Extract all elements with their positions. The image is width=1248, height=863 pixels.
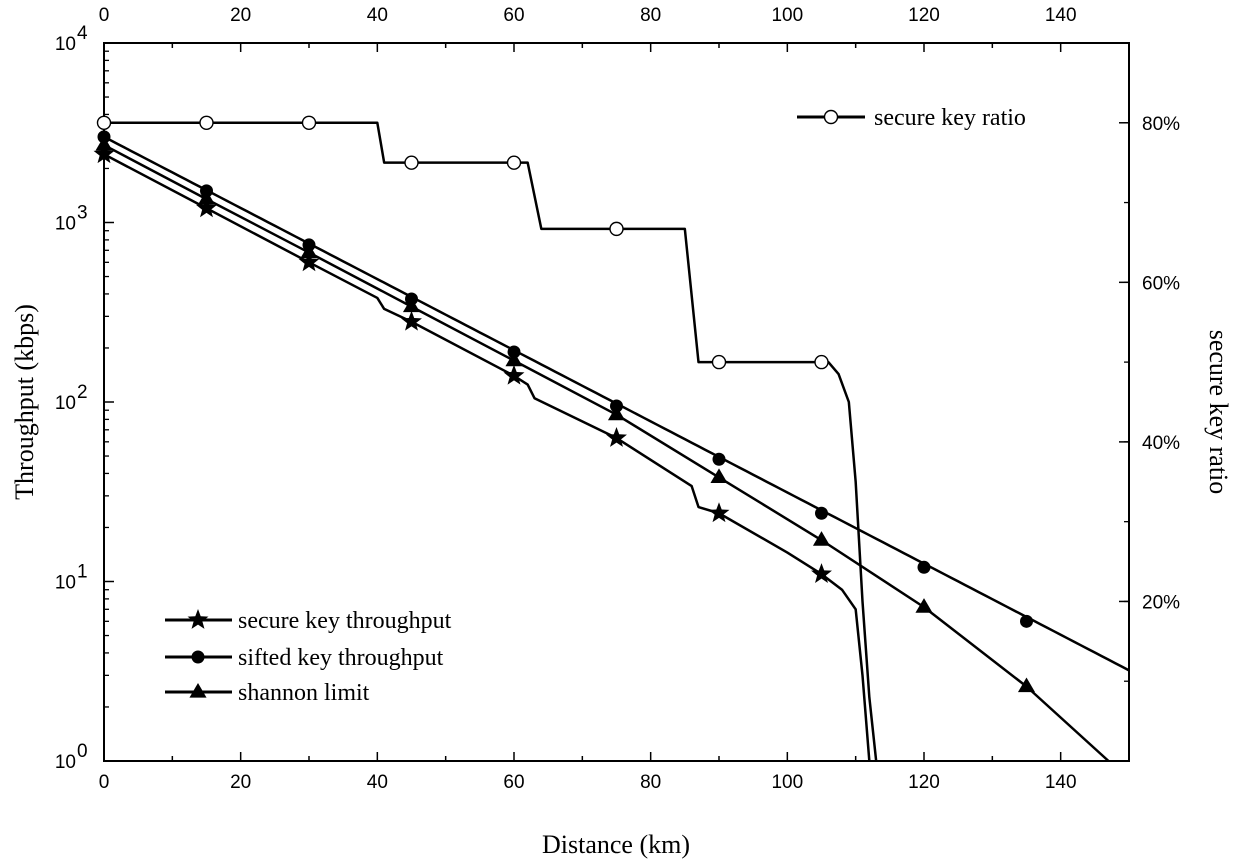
legend-marker-star bbox=[187, 609, 209, 629]
legend-label-sifted-key-throughput: sifted key throughput bbox=[238, 645, 444, 671]
y-tick-exponent: 1 bbox=[77, 562, 88, 583]
legend-open-circle-marker bbox=[823, 109, 839, 125]
series-shannon-limit bbox=[95, 136, 1110, 762]
x-tick-label: 80 bbox=[640, 772, 661, 793]
legend-marker-triangle bbox=[189, 683, 207, 698]
legend-triangle-marker bbox=[189, 683, 207, 698]
x-tick-label-top: 100 bbox=[771, 5, 803, 26]
y-tick-exponent: 3 bbox=[77, 203, 88, 224]
series-layer bbox=[93, 115, 1130, 762]
legend-star-marker bbox=[187, 609, 209, 629]
y-tick-label: 10 bbox=[55, 573, 76, 594]
legend-label-secure-key-ratio: secure key ratio bbox=[874, 105, 1026, 131]
data-point-secure-key-throughput bbox=[811, 563, 832, 583]
legend-upper-right: secure key ratio bbox=[797, 105, 1026, 131]
y-tick-label: 10 bbox=[55, 34, 76, 55]
data-point-secure-key-ratio bbox=[96, 115, 112, 130]
x-tick-label-top: 140 bbox=[1045, 5, 1077, 26]
data-point-secure-key-throughput bbox=[606, 427, 627, 447]
data-point-secure-key-throughput bbox=[298, 251, 320, 272]
y-tick-label: 10 bbox=[55, 752, 76, 773]
data-point-sifted-key-throughput bbox=[917, 560, 931, 574]
y-tick-exponent: 0 bbox=[77, 741, 88, 762]
legend-marker-circle bbox=[191, 650, 205, 664]
data-point-sifted-key-throughput bbox=[815, 506, 828, 520]
x-tick-label: 40 bbox=[367, 772, 388, 793]
y2-tick-label: 80% bbox=[1142, 114, 1180, 135]
data-point-secure-key-ratio bbox=[609, 221, 624, 237]
y2-tick-label: 60% bbox=[1142, 273, 1180, 294]
series-line-secure-key-ratio bbox=[104, 121, 878, 762]
x-tick-label-top: 20 bbox=[230, 5, 251, 26]
data-point-shannon-limit bbox=[915, 598, 933, 613]
x-tick-label-top: 60 bbox=[503, 5, 524, 26]
data-point-secure-key-ratio bbox=[404, 155, 419, 170]
data-point-shannon-limit bbox=[812, 531, 831, 546]
series-sifted-key-throughput bbox=[97, 130, 1130, 672]
data-point-sifted-key-throughput bbox=[1020, 614, 1033, 628]
data-point-shannon-limit bbox=[505, 351, 523, 367]
data-point-shannon-limit bbox=[607, 405, 626, 421]
data-point-shannon-limit bbox=[1017, 677, 1036, 693]
y-tick-exponent: 2 bbox=[77, 382, 88, 403]
x-tick-label: 120 bbox=[908, 772, 940, 793]
y-axis-title: Throughput (kbps) bbox=[10, 304, 39, 500]
y2-tick-label: 20% bbox=[1142, 592, 1180, 613]
legend-marker-open-circle bbox=[823, 109, 839, 125]
data-point-secure-key-ratio bbox=[814, 354, 829, 370]
x-tick-label: 140 bbox=[1045, 772, 1077, 793]
data-point-shannon-limit bbox=[300, 243, 318, 259]
series-line-secure-key-throughput bbox=[103, 153, 871, 762]
series-secure-key-ratio bbox=[96, 115, 878, 762]
y2-axis-title: secure key ratio bbox=[1204, 330, 1233, 495]
x-tick-label-top: 80 bbox=[640, 5, 661, 26]
x-tick-label-top: 0 bbox=[99, 5, 110, 26]
data-point-secure-key-ratio bbox=[301, 115, 317, 130]
data-point-secure-key-ratio bbox=[506, 155, 522, 170]
top-x-axis: 0 20 40 60 80 100 120 140 bbox=[99, 5, 1130, 52]
legend-label-shannon-limit: shannon limit bbox=[238, 680, 370, 706]
series-secure-key-throughput bbox=[93, 143, 871, 762]
y-tick-label: 10 bbox=[55, 214, 76, 235]
x-tick-label: 0 bbox=[99, 772, 110, 793]
x-tick-label-top: 40 bbox=[367, 5, 388, 26]
y-tick-label: 10 bbox=[55, 393, 76, 414]
legend-label-secure-key-throughput: secure key throughput bbox=[238, 608, 452, 634]
data-point-secure-key-throughput bbox=[708, 502, 730, 523]
data-point-shannon-limit bbox=[402, 297, 421, 313]
x-tick-label-top: 120 bbox=[908, 5, 940, 26]
data-point-shannon-limit bbox=[197, 190, 216, 205]
y2-tick-label: 40% bbox=[1142, 433, 1180, 454]
bottom-x-axis: 0 20 40 60 80 100 120 140 bbox=[99, 752, 1130, 793]
data-point-secure-key-throughput bbox=[196, 197, 217, 218]
x-axis-title: Distance (km) bbox=[542, 830, 690, 859]
data-point-secure-key-throughput bbox=[93, 143, 115, 164]
data-point-shannon-limit bbox=[710, 468, 728, 484]
data-point-secure-key-ratio bbox=[711, 354, 727, 370]
x-tick-label: 100 bbox=[771, 772, 803, 793]
right-y-axis: 20% 40% 60% 80% bbox=[1119, 114, 1180, 682]
data-point-secure-key-throughput bbox=[401, 310, 422, 331]
legend-circle-marker bbox=[191, 650, 205, 664]
x-tick-label: 60 bbox=[503, 772, 524, 793]
x-tick-label: 20 bbox=[230, 772, 251, 793]
legend-lower-left: secure key throughput sifted key through… bbox=[165, 608, 452, 706]
data-point-shannon-limit bbox=[95, 136, 113, 151]
data-point-sifted-key-throughput bbox=[712, 452, 726, 466]
data-point-secure-key-ratio bbox=[199, 115, 214, 130]
y-tick-exponent: 4 bbox=[77, 23, 88, 44]
data-point-secure-key-throughput bbox=[503, 364, 525, 385]
